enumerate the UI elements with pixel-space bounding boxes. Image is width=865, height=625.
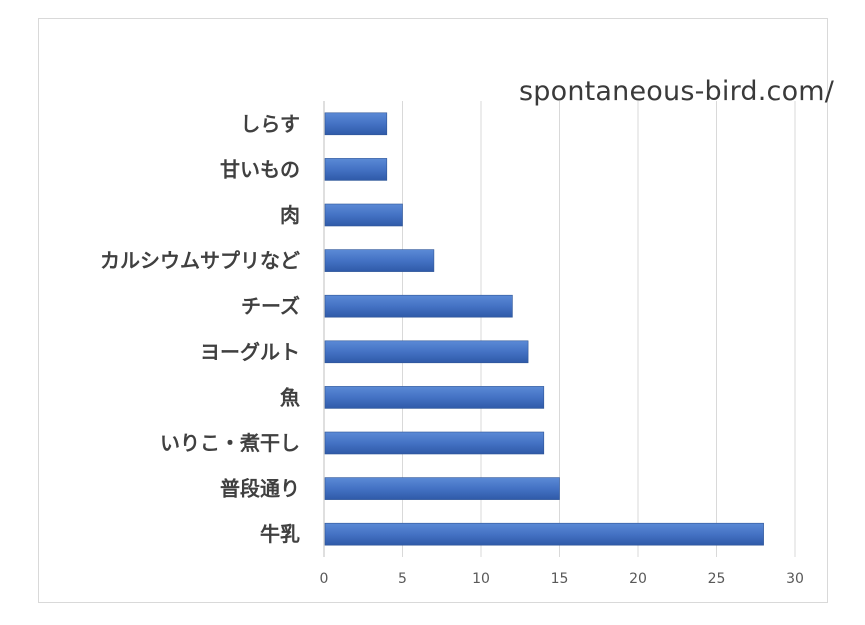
bar [324, 386, 545, 409]
bar [324, 431, 545, 455]
category-label: ヨーグルト [200, 340, 300, 364]
category-label: 魚 [280, 385, 300, 409]
bar [324, 112, 388, 136]
category-label: 普段通り [220, 477, 300, 501]
category-label: カルシウムサプリなど [100, 249, 300, 273]
bar [324, 522, 764, 546]
category-label: しらす [240, 112, 300, 136]
x-tick-label: 10 [472, 571, 490, 587]
watermark-text: spontaneous-bird.com/ [519, 76, 835, 107]
category-label: 甘いもの [220, 157, 300, 181]
category-label: 牛乳 [260, 522, 300, 546]
x-tick-label: 0 [320, 571, 329, 587]
bars [324, 112, 764, 546]
bar [324, 340, 529, 364]
bar [324, 477, 560, 500]
x-tick-label: 5 [398, 571, 407, 587]
category-label: 肉 [280, 203, 300, 227]
bar [324, 203, 403, 227]
x-tick-label: 30 [786, 571, 804, 587]
x-tick-label: 25 [708, 571, 726, 587]
bar [324, 158, 388, 181]
category-label: いりこ・煮干し [160, 431, 300, 455]
x-tick-labels: 0 5 10 15 20 25 30 [320, 571, 804, 587]
x-tick-label: 20 [629, 571, 647, 587]
category-label: チーズ [241, 294, 300, 318]
bar [324, 294, 513, 318]
bar [324, 249, 435, 272]
x-tick-label: 15 [551, 571, 569, 587]
